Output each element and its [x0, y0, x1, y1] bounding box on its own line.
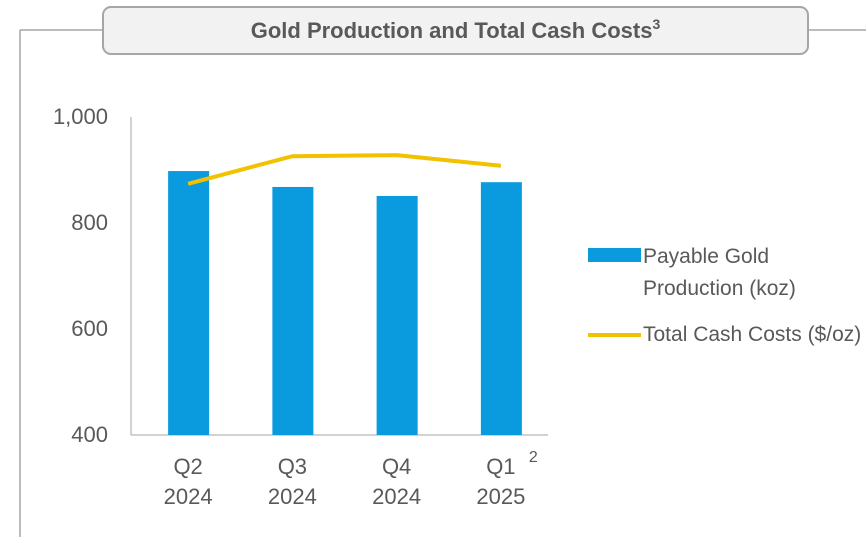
category-note: 2: [528, 449, 538, 466]
x-tick-label: Q4 2024: [372, 454, 422, 509]
title-text: Gold Production and Total Cash Costs: [250, 18, 653, 43]
bar: [480, 182, 522, 435]
x-tick-label: Q3 2024: [267, 454, 317, 509]
title-note: 3: [652, 16, 661, 32]
title-box: [102, 6, 809, 55]
legend-label: Total Cash Costs ($/oz): [643, 323, 862, 346]
bar: [376, 195, 418, 435]
y-tick-label: 1,000: [52, 104, 108, 129]
bar: [168, 171, 210, 435]
legend-label: Payable Gold Production (koz): [643, 245, 796, 300]
x-tick-label: Q1 2025: [476, 454, 526, 509]
y-tick-label: 800: [71, 210, 108, 235]
y-tick-label: 400: [71, 422, 108, 447]
chart-title: Gold Production and Total Cash Costs3: [103, 7, 808, 54]
line: [187, 153, 502, 186]
x-tick-label: Q2 2024: [163, 454, 213, 509]
y-tick-label: 600: [71, 316, 108, 341]
bar: [272, 186, 314, 435]
legend-swatch: [588, 248, 641, 262]
